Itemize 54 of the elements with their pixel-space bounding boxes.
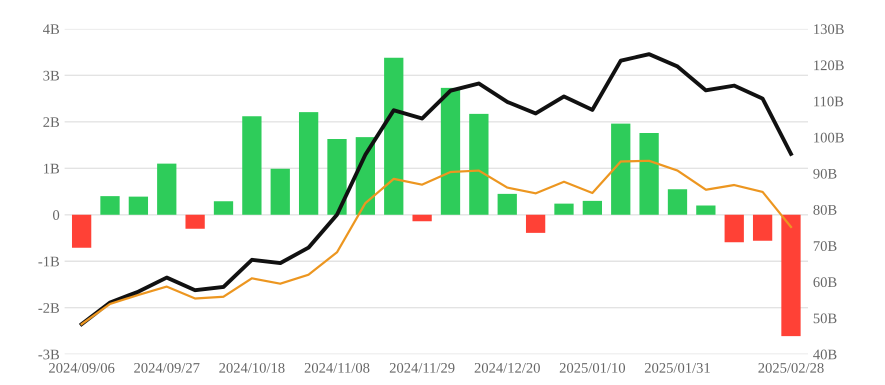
bar — [412, 214, 432, 222]
y-tick-label: 0 — [53, 210, 60, 220]
bar — [752, 214, 772, 241]
line-series — [80, 52, 793, 326]
bar — [469, 114, 489, 215]
y2-tick-label: 110B — [814, 96, 844, 106]
bar — [384, 58, 404, 215]
line-series — [80, 160, 792, 326]
y-tick-label: 3B — [43, 70, 60, 81]
bar — [554, 204, 574, 215]
bar — [157, 164, 176, 215]
y2-tick-label: 120B — [814, 60, 844, 70]
bar — [526, 214, 546, 233]
x-tick-label: 2024/09/27 — [134, 362, 200, 373]
bar — [781, 214, 801, 336]
y-tick-label: 4B — [43, 24, 60, 34]
bar — [270, 168, 290, 215]
bar — [298, 112, 318, 215]
bar — [242, 116, 262, 215]
x-tick-label: 2024/11/08 — [304, 362, 370, 373]
bar — [440, 88, 460, 215]
y2-tick-label: 100B — [814, 132, 844, 143]
bar — [582, 200, 602, 215]
y2-tick-label: 130B — [814, 24, 844, 34]
bar — [498, 194, 517, 215]
x-tick-label: 2024/09/06 — [49, 362, 114, 373]
x-tick-label: 2024/10/18 — [219, 362, 285, 373]
bar — [214, 201, 234, 215]
bar — [639, 132, 659, 215]
y2-tick-label: 40B — [813, 350, 836, 360]
y2-tick-label: 90B — [813, 168, 836, 179]
x-tick-label: 2025/01/31 — [644, 362, 710, 373]
x-tick-label: 2025/02/28 — [758, 362, 824, 373]
bar — [72, 214, 92, 248]
bar — [668, 189, 688, 215]
y-tick-label: -1B — [38, 256, 60, 266]
y-tick-label: -3B — [38, 350, 60, 360]
bar — [724, 214, 744, 242]
bar — [185, 214, 205, 229]
x-tick-label: 2025/01/10 — [560, 362, 626, 373]
y-tick-label: 1B — [44, 164, 60, 174]
bar — [100, 196, 120, 215]
y2-tick-label: 50B — [814, 313, 836, 324]
x-tick-label: 2024/11/29 — [390, 362, 454, 373]
y-tick-label: 2B — [43, 117, 60, 127]
y-tick-label: -2B — [38, 303, 60, 313]
bar — [128, 196, 148, 215]
bar — [696, 205, 716, 215]
y2-tick-label: 70B — [814, 241, 836, 251]
y2-tick-label: 80B — [813, 204, 836, 215]
bar — [327, 139, 347, 215]
y2-tick-label: 60B — [813, 277, 836, 288]
x-tick-label: 2024/12/20 — [474, 362, 540, 373]
bar — [611, 124, 630, 215]
